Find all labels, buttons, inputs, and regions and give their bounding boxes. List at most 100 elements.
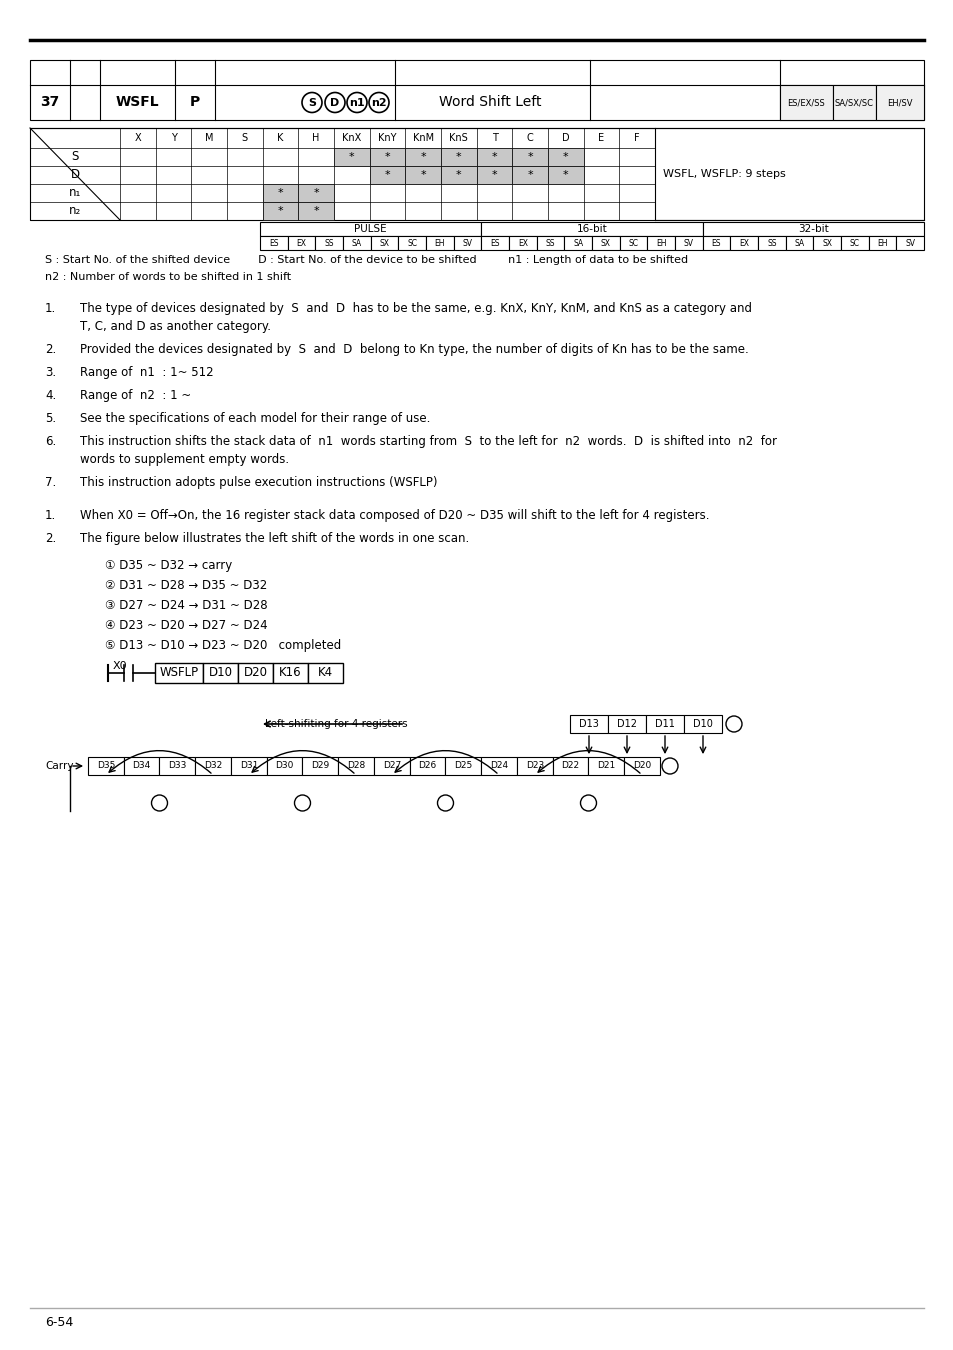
FancyBboxPatch shape [564, 236, 592, 250]
Text: SX: SX [600, 239, 610, 247]
FancyBboxPatch shape [647, 236, 675, 250]
Text: Y: Y [171, 134, 176, 143]
FancyBboxPatch shape [785, 236, 813, 250]
Text: *: * [527, 170, 533, 180]
Text: ② D31 ~ D28 → D35 ~ D32: ② D31 ~ D28 → D35 ~ D32 [105, 579, 267, 593]
Text: ES: ES [711, 239, 720, 247]
FancyBboxPatch shape [302, 757, 338, 775]
FancyBboxPatch shape [547, 148, 583, 166]
Text: The figure below illustrates the left shift of the words in one scan.: The figure below illustrates the left sh… [80, 532, 469, 545]
Text: *: * [456, 170, 461, 180]
Text: *: * [313, 188, 318, 198]
Text: 5.: 5. [45, 412, 56, 425]
FancyBboxPatch shape [334, 148, 369, 166]
Text: D30: D30 [275, 761, 294, 771]
FancyBboxPatch shape [868, 236, 896, 250]
FancyBboxPatch shape [88, 757, 124, 775]
Text: SS: SS [766, 239, 776, 247]
Text: SX: SX [821, 239, 831, 247]
Text: *: * [384, 170, 390, 180]
Text: n2: n2 [371, 97, 386, 108]
FancyBboxPatch shape [398, 236, 426, 250]
FancyBboxPatch shape [405, 166, 440, 184]
Text: EH: EH [435, 239, 445, 247]
Text: S: S [71, 150, 78, 163]
FancyBboxPatch shape [262, 202, 298, 220]
Text: S: S [241, 134, 248, 143]
FancyBboxPatch shape [260, 236, 288, 250]
FancyBboxPatch shape [30, 128, 923, 220]
FancyBboxPatch shape [702, 236, 730, 250]
Text: *: * [384, 153, 390, 162]
FancyBboxPatch shape [481, 221, 702, 236]
Text: KnY: KnY [377, 134, 396, 143]
Text: C: C [526, 134, 533, 143]
Text: T, C, and D as another category.: T, C, and D as another category. [80, 320, 271, 333]
FancyBboxPatch shape [298, 184, 334, 202]
Text: *: * [349, 153, 355, 162]
Text: D20: D20 [243, 667, 267, 679]
FancyBboxPatch shape [260, 221, 481, 236]
FancyBboxPatch shape [262, 184, 298, 202]
Text: WSFL: WSFL [115, 96, 158, 109]
FancyBboxPatch shape [512, 148, 547, 166]
Text: SA: SA [573, 239, 582, 247]
Text: D23: D23 [525, 761, 543, 771]
Text: D22: D22 [561, 761, 579, 771]
Text: 16-bit: 16-bit [576, 224, 607, 234]
Text: EX: EX [296, 239, 306, 247]
Text: words to supplement empty words.: words to supplement empty words. [80, 454, 289, 466]
Text: *: * [562, 153, 568, 162]
Text: ES/EX/SS: ES/EX/SS [787, 99, 824, 107]
Text: n2 : Number of words to be shifted in 1 shift: n2 : Number of words to be shifted in 1 … [45, 271, 291, 282]
Text: ③ D27 ~ D24 → D31 ~ D28: ③ D27 ~ D24 → D31 ~ D28 [105, 599, 268, 612]
Text: SC: SC [628, 239, 638, 247]
FancyBboxPatch shape [619, 236, 647, 250]
Text: H: H [313, 134, 319, 143]
Text: n₂: n₂ [69, 204, 81, 217]
Text: D12: D12 [617, 720, 637, 729]
FancyBboxPatch shape [30, 59, 923, 120]
Text: *: * [491, 153, 497, 162]
Text: D29: D29 [311, 761, 329, 771]
Text: ① D35 ~ D32 → carry: ① D35 ~ D32 → carry [105, 559, 232, 572]
FancyBboxPatch shape [623, 757, 659, 775]
FancyBboxPatch shape [476, 148, 512, 166]
Text: 1.: 1. [45, 509, 56, 522]
Text: SA: SA [794, 239, 803, 247]
Text: D13: D13 [578, 720, 598, 729]
Text: M: M [205, 134, 213, 143]
Text: *: * [277, 207, 283, 216]
FancyBboxPatch shape [298, 202, 334, 220]
FancyBboxPatch shape [267, 757, 302, 775]
Text: SA: SA [352, 239, 361, 247]
Text: S : Start No. of the shifted device        D : Start No. of the device to be shi: S : Start No. of the shifted device D : … [45, 255, 687, 265]
FancyBboxPatch shape [315, 236, 343, 250]
FancyBboxPatch shape [813, 236, 841, 250]
Text: 32-bit: 32-bit [797, 224, 828, 234]
FancyBboxPatch shape [476, 166, 512, 184]
Text: EH: EH [656, 239, 666, 247]
FancyBboxPatch shape [405, 148, 440, 166]
Text: SS: SS [324, 239, 334, 247]
Text: When X0 = Off→On, the 16 register stack data composed of D20 ~ D35 will shift to: When X0 = Off→On, the 16 register stack … [80, 509, 709, 522]
Text: *: * [313, 207, 318, 216]
Text: WSFL, WSFLP: 9 steps: WSFL, WSFLP: 9 steps [662, 169, 785, 180]
FancyBboxPatch shape [537, 236, 564, 250]
Text: D20: D20 [633, 761, 651, 771]
Text: T: T [491, 134, 497, 143]
FancyBboxPatch shape [454, 236, 481, 250]
Text: *: * [420, 153, 426, 162]
Text: SV: SV [904, 239, 914, 247]
Text: 6-54: 6-54 [45, 1315, 73, 1328]
FancyBboxPatch shape [154, 663, 203, 683]
Text: ES: ES [269, 239, 278, 247]
Text: 2.: 2. [45, 343, 56, 356]
FancyBboxPatch shape [607, 716, 645, 733]
FancyBboxPatch shape [758, 236, 785, 250]
Text: Carry: Carry [45, 761, 73, 771]
Text: ⑤ D13 ~ D10 → D23 ~ D20   completed: ⑤ D13 ~ D10 → D23 ~ D20 completed [105, 639, 341, 652]
Text: K4: K4 [317, 667, 333, 679]
FancyBboxPatch shape [440, 166, 476, 184]
FancyBboxPatch shape [369, 148, 405, 166]
